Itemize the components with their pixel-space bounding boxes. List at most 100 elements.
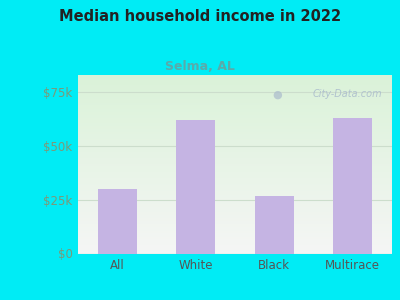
- Bar: [78, 218, 392, 219]
- Bar: [78, 111, 392, 112]
- Bar: [78, 234, 392, 236]
- Bar: [78, 199, 392, 200]
- Bar: [78, 158, 392, 160]
- Bar: [78, 250, 392, 252]
- Bar: [78, 188, 392, 190]
- Bar: [78, 109, 392, 111]
- Bar: [78, 190, 392, 191]
- Bar: [78, 82, 392, 84]
- Bar: [78, 176, 392, 178]
- Bar: [78, 215, 392, 216]
- Bar: [333, 118, 372, 254]
- Bar: [78, 194, 392, 196]
- Bar: [78, 136, 392, 137]
- Bar: [78, 170, 392, 172]
- Bar: [78, 242, 392, 243]
- Bar: [78, 88, 392, 90]
- Bar: [78, 75, 392, 76]
- Bar: [78, 163, 392, 164]
- Bar: [78, 118, 392, 120]
- Bar: [78, 129, 392, 130]
- Bar: [78, 182, 392, 184]
- Bar: [78, 221, 392, 222]
- Bar: [78, 227, 392, 228]
- Bar: [78, 201, 392, 203]
- Bar: [78, 228, 392, 230]
- Bar: [78, 151, 392, 152]
- Bar: [78, 191, 392, 193]
- Bar: [78, 209, 392, 210]
- Bar: [78, 240, 392, 242]
- Bar: [78, 210, 392, 212]
- Bar: [78, 236, 392, 237]
- Bar: [78, 126, 392, 127]
- Bar: [78, 106, 392, 108]
- Bar: [78, 160, 392, 161]
- Bar: [78, 243, 392, 244]
- Bar: [78, 238, 392, 240]
- Bar: [78, 81, 392, 82]
- Text: City-Data.com: City-Data.com: [313, 89, 382, 99]
- Bar: [78, 173, 392, 175]
- Bar: [78, 196, 392, 197]
- Bar: [78, 175, 392, 176]
- Bar: [78, 249, 392, 250]
- Bar: [78, 80, 392, 81]
- Bar: [78, 179, 392, 181]
- Bar: [78, 207, 392, 209]
- Bar: [78, 112, 392, 114]
- Bar: [78, 154, 392, 155]
- Bar: [78, 216, 392, 218]
- Bar: [78, 134, 392, 136]
- Bar: [78, 213, 392, 215]
- Bar: [78, 121, 392, 123]
- Bar: [78, 184, 392, 185]
- Bar: [78, 146, 392, 148]
- Bar: [78, 219, 392, 221]
- Bar: [78, 222, 392, 224]
- Text: Selma, AL: Selma, AL: [165, 60, 235, 73]
- Bar: [98, 189, 137, 254]
- Bar: [78, 127, 392, 128]
- Bar: [78, 93, 392, 94]
- Text: Median household income in 2022: Median household income in 2022: [59, 9, 341, 24]
- Bar: [78, 161, 392, 163]
- Bar: [78, 203, 392, 204]
- Bar: [78, 78, 392, 80]
- Bar: [176, 120, 215, 254]
- Bar: [78, 166, 392, 167]
- Bar: [78, 140, 392, 142]
- Bar: [78, 100, 392, 102]
- Bar: [78, 149, 392, 151]
- Bar: [78, 187, 392, 188]
- Bar: [78, 133, 392, 134]
- Bar: [78, 142, 392, 143]
- Bar: [78, 84, 392, 86]
- Bar: [255, 196, 294, 254]
- Bar: [78, 114, 392, 115]
- Bar: [78, 139, 392, 140]
- Bar: [78, 244, 392, 246]
- Bar: [78, 115, 392, 117]
- Bar: [78, 117, 392, 118]
- Bar: [78, 87, 392, 88]
- Bar: [78, 157, 392, 158]
- Bar: [78, 97, 392, 99]
- Bar: [78, 155, 392, 157]
- Bar: [78, 224, 392, 225]
- Bar: [78, 252, 392, 254]
- Bar: [78, 137, 392, 139]
- Bar: [78, 120, 392, 121]
- Bar: [78, 92, 392, 93]
- Bar: [78, 124, 392, 126]
- Bar: [78, 178, 392, 179]
- Bar: [78, 94, 392, 96]
- Bar: [78, 237, 392, 238]
- Bar: [78, 130, 392, 131]
- Bar: [78, 145, 392, 146]
- Bar: [78, 225, 392, 227]
- Bar: [78, 185, 392, 187]
- Bar: [78, 131, 392, 133]
- Bar: [78, 248, 392, 249]
- Bar: [78, 143, 392, 145]
